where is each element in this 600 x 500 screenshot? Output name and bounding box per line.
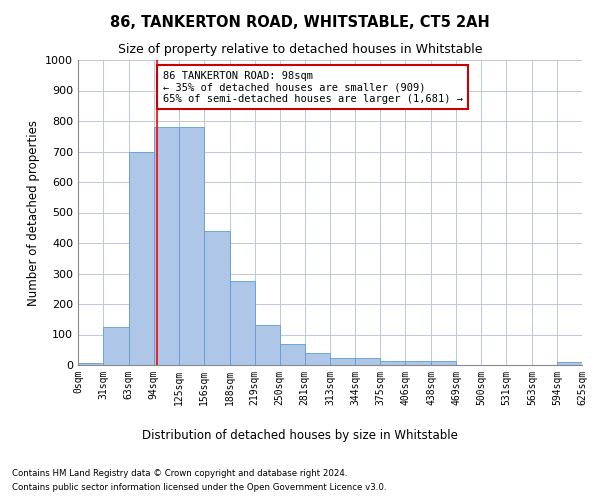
Bar xyxy=(305,353,331,365)
Bar xyxy=(280,344,305,365)
Bar xyxy=(254,326,280,365)
Text: Size of property relative to detached houses in Whitstable: Size of property relative to detached ho… xyxy=(118,42,482,56)
Bar xyxy=(557,362,582,365)
Text: Contains HM Land Registry data © Crown copyright and database right 2024.: Contains HM Land Registry data © Crown c… xyxy=(12,468,347,477)
Bar xyxy=(78,362,103,365)
Bar xyxy=(179,127,204,365)
Text: 86, TANKERTON ROAD, WHITSTABLE, CT5 2AH: 86, TANKERTON ROAD, WHITSTABLE, CT5 2AH xyxy=(110,15,490,30)
Text: 86 TANKERTON ROAD: 98sqm
← 35% of detached houses are smaller (909)
65% of semi-: 86 TANKERTON ROAD: 98sqm ← 35% of detach… xyxy=(163,70,463,104)
Bar xyxy=(204,231,230,365)
Bar xyxy=(431,362,456,365)
Text: Distribution of detached houses by size in Whitstable: Distribution of detached houses by size … xyxy=(142,430,458,442)
Bar xyxy=(380,362,406,365)
Bar xyxy=(406,362,431,365)
Text: Contains public sector information licensed under the Open Government Licence v3: Contains public sector information licen… xyxy=(12,484,386,492)
Bar xyxy=(355,358,380,365)
Bar xyxy=(154,127,179,365)
Bar xyxy=(103,327,129,365)
Y-axis label: Number of detached properties: Number of detached properties xyxy=(26,120,40,306)
Bar xyxy=(230,281,254,365)
Bar xyxy=(129,152,154,365)
Bar xyxy=(331,358,355,365)
